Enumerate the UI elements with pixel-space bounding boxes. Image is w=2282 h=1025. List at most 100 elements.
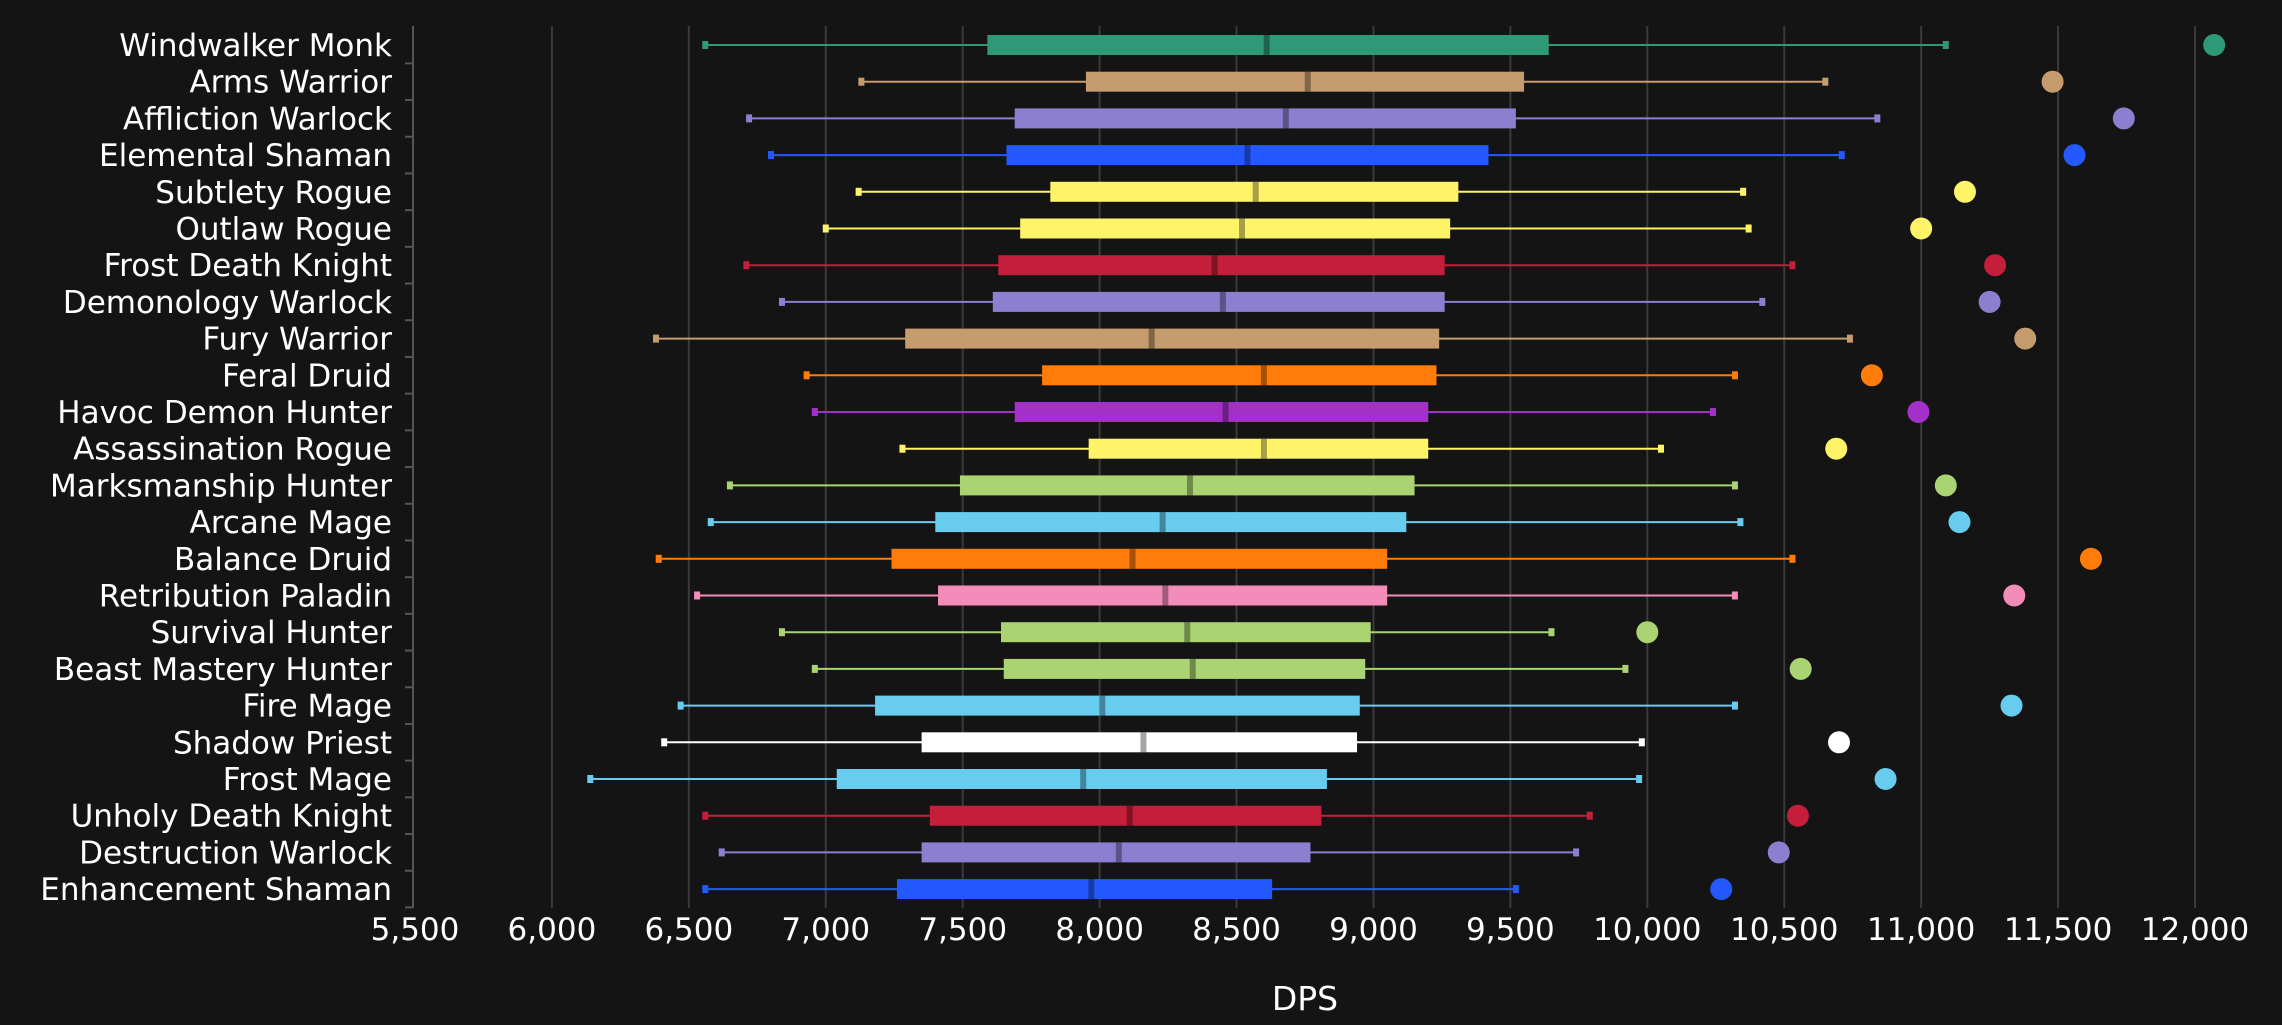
- box-row: [718, 841, 1790, 864]
- iqr-box: [935, 512, 1407, 533]
- outlier-point: [2003, 584, 2026, 607]
- whisker-min-cap: [811, 408, 818, 416]
- iqr-box: [921, 842, 1311, 863]
- whisker-min-cap: [652, 334, 659, 343]
- iqr-box: [1088, 438, 1429, 459]
- x-tick-label: 8,000: [1055, 912, 1144, 948]
- median-mark: [1219, 291, 1226, 312]
- iqr-box: [891, 548, 1388, 569]
- x-tick-label: 8,500: [1192, 912, 1281, 948]
- whisker-min-cap: [677, 701, 684, 710]
- whisker-max-cap: [1731, 371, 1738, 380]
- iqr-box: [1020, 218, 1451, 239]
- outlier-point: [2063, 144, 2086, 167]
- x-tick-label: 7,500: [918, 912, 1007, 948]
- outlier-point: [2000, 694, 2023, 717]
- median-mark: [1260, 365, 1267, 386]
- median-mark: [1263, 35, 1270, 55]
- whisker-min-cap: [718, 848, 725, 857]
- whisker-min-cap: [661, 738, 668, 747]
- outlier-point: [2079, 547, 2102, 570]
- median-mark: [1252, 181, 1259, 202]
- iqr-box: [921, 732, 1358, 753]
- median-mark: [1115, 842, 1122, 863]
- outlier-point: [2014, 327, 2037, 350]
- x-tick-label: 12,000: [2141, 912, 2249, 948]
- category-label: Affliction Warlock: [123, 101, 392, 137]
- whisker-max-cap: [1731, 701, 1738, 710]
- box-row: [694, 584, 2026, 607]
- category-label: Subtlety Rogue: [155, 175, 392, 211]
- category-label: Frost Mage: [223, 762, 392, 798]
- whisker-max-cap: [1942, 41, 1949, 49]
- category-label: Outlaw Rogue: [175, 212, 392, 248]
- whisker-min-cap: [655, 554, 662, 563]
- median-mark: [1159, 512, 1166, 533]
- whisker-max-cap: [1874, 114, 1881, 123]
- median-mark: [1304, 71, 1311, 92]
- category-label: Fury Warrior: [202, 322, 392, 358]
- whisker-max-cap: [1745, 224, 1752, 233]
- category-label: Retribution Paladin: [99, 579, 392, 615]
- category-label: Arcane Mage: [190, 505, 392, 541]
- iqr-box: [1085, 71, 1525, 92]
- box-row: [811, 657, 1812, 680]
- box-row: [778, 621, 1659, 644]
- x-axis-title: DPS: [1272, 979, 1338, 1018]
- outlier-point: [1907, 401, 1930, 423]
- whisker-min-cap: [811, 664, 818, 673]
- x-axis-ticks: 5,500 6,000 6,500 7,000 7,500 8,000 8,500 9,000…: [371, 912, 2250, 948]
- box-row: [677, 694, 2023, 717]
- whisker-max-cap: [1710, 408, 1717, 416]
- x-tick-label: 11,000: [1867, 912, 1975, 948]
- whisker-max-cap: [1731, 591, 1738, 600]
- whisker-max-cap: [1846, 334, 1853, 343]
- median-mark: [1129, 548, 1136, 569]
- category-label: Destruction Warlock: [79, 835, 392, 871]
- iqr-box: [1014, 108, 1516, 129]
- whisker-min-cap: [743, 261, 750, 270]
- iqr-box: [998, 255, 1445, 276]
- outlier-point: [1978, 290, 2001, 313]
- outlier-point: [1786, 804, 1809, 827]
- whisker-max-cap: [1658, 444, 1664, 453]
- whisker-min-cap: [768, 151, 774, 160]
- iqr-box: [959, 475, 1415, 496]
- category-label: Balance Druid: [174, 542, 392, 578]
- box-row: [822, 217, 1933, 240]
- whisker-max-cap: [1638, 738, 1645, 747]
- median-mark: [1162, 585, 1169, 606]
- category-label: Unholy Death Knight: [71, 799, 392, 835]
- iqr-box: [896, 879, 1273, 900]
- box-series: [587, 34, 2226, 901]
- median-mark: [1189, 658, 1196, 679]
- whisker-max-cap: [1740, 187, 1747, 196]
- median-mark: [1126, 805, 1133, 826]
- whisker-max-cap: [1759, 297, 1766, 306]
- iqr-box: [938, 585, 1388, 606]
- iqr-box: [1006, 145, 1489, 166]
- box-row: [811, 401, 1930, 423]
- median-mark: [1260, 438, 1267, 459]
- whisker-max-cap: [1822, 77, 1829, 86]
- box-row: [726, 474, 1957, 497]
- whisker-max-cap: [1636, 775, 1643, 783]
- outlier-point: [1710, 878, 1733, 901]
- median-mark: [1222, 402, 1229, 422]
- median-mark: [1239, 218, 1246, 239]
- iqr-box: [905, 328, 1440, 349]
- category-label: Beast Mastery Hunter: [54, 652, 392, 688]
- outlier-point: [1860, 364, 1883, 387]
- iqr-box: [875, 695, 1360, 716]
- category-label: Havoc Demon Hunter: [57, 395, 392, 431]
- whisker-max-cap: [1731, 481, 1738, 490]
- whisker-max-cap: [1586, 811, 1593, 820]
- x-tick-label: 10,000: [1593, 912, 1701, 948]
- median-mark: [1080, 769, 1087, 789]
- x-tick-label: 6,000: [508, 912, 597, 948]
- box-row: [702, 878, 1733, 901]
- x-tick-label: 10,500: [1730, 912, 1838, 948]
- x-tick-label: 5,500: [371, 912, 460, 948]
